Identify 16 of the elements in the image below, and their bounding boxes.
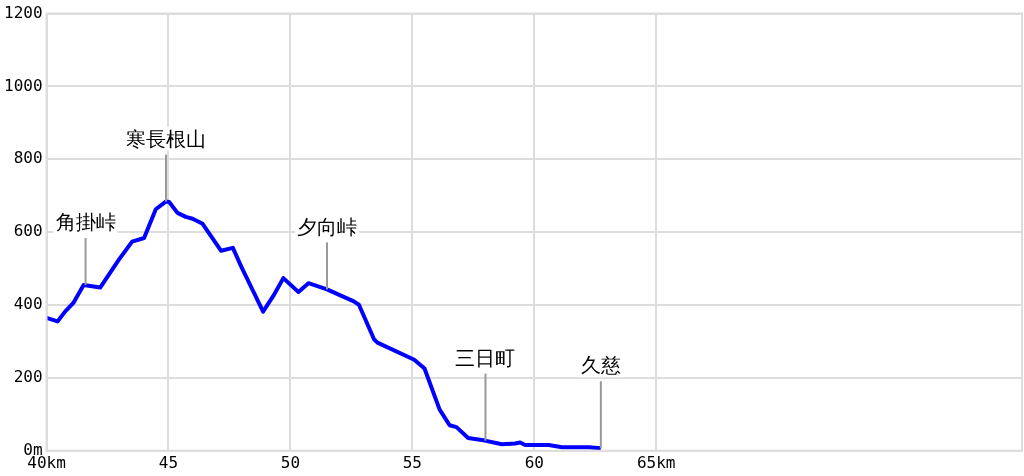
annotation: 夕向峠 (296, 214, 357, 239)
y-tick-label: 1000 (4, 75, 43, 95)
y-tick-label: 200 (13, 367, 43, 387)
annotation: 角掛峠 (55, 210, 116, 235)
y-tick-label: 600 (13, 221, 43, 241)
annotation: 寒長根山 (126, 126, 207, 151)
x-tick-label: 55 (402, 452, 422, 472)
x-tick-label: 60 (524, 452, 544, 472)
x-tick-label: 45 (158, 452, 179, 472)
annotation: 三日町 (455, 345, 516, 370)
annotation: 久慈 (580, 353, 621, 378)
x-tick-label: 65km (636, 452, 676, 472)
y-tick-label: 1200 (4, 2, 43, 22)
x-tick-label: 50 (280, 452, 301, 472)
y-tick-label: 400 (13, 294, 43, 314)
y-tick-label: 800 (13, 148, 43, 168)
